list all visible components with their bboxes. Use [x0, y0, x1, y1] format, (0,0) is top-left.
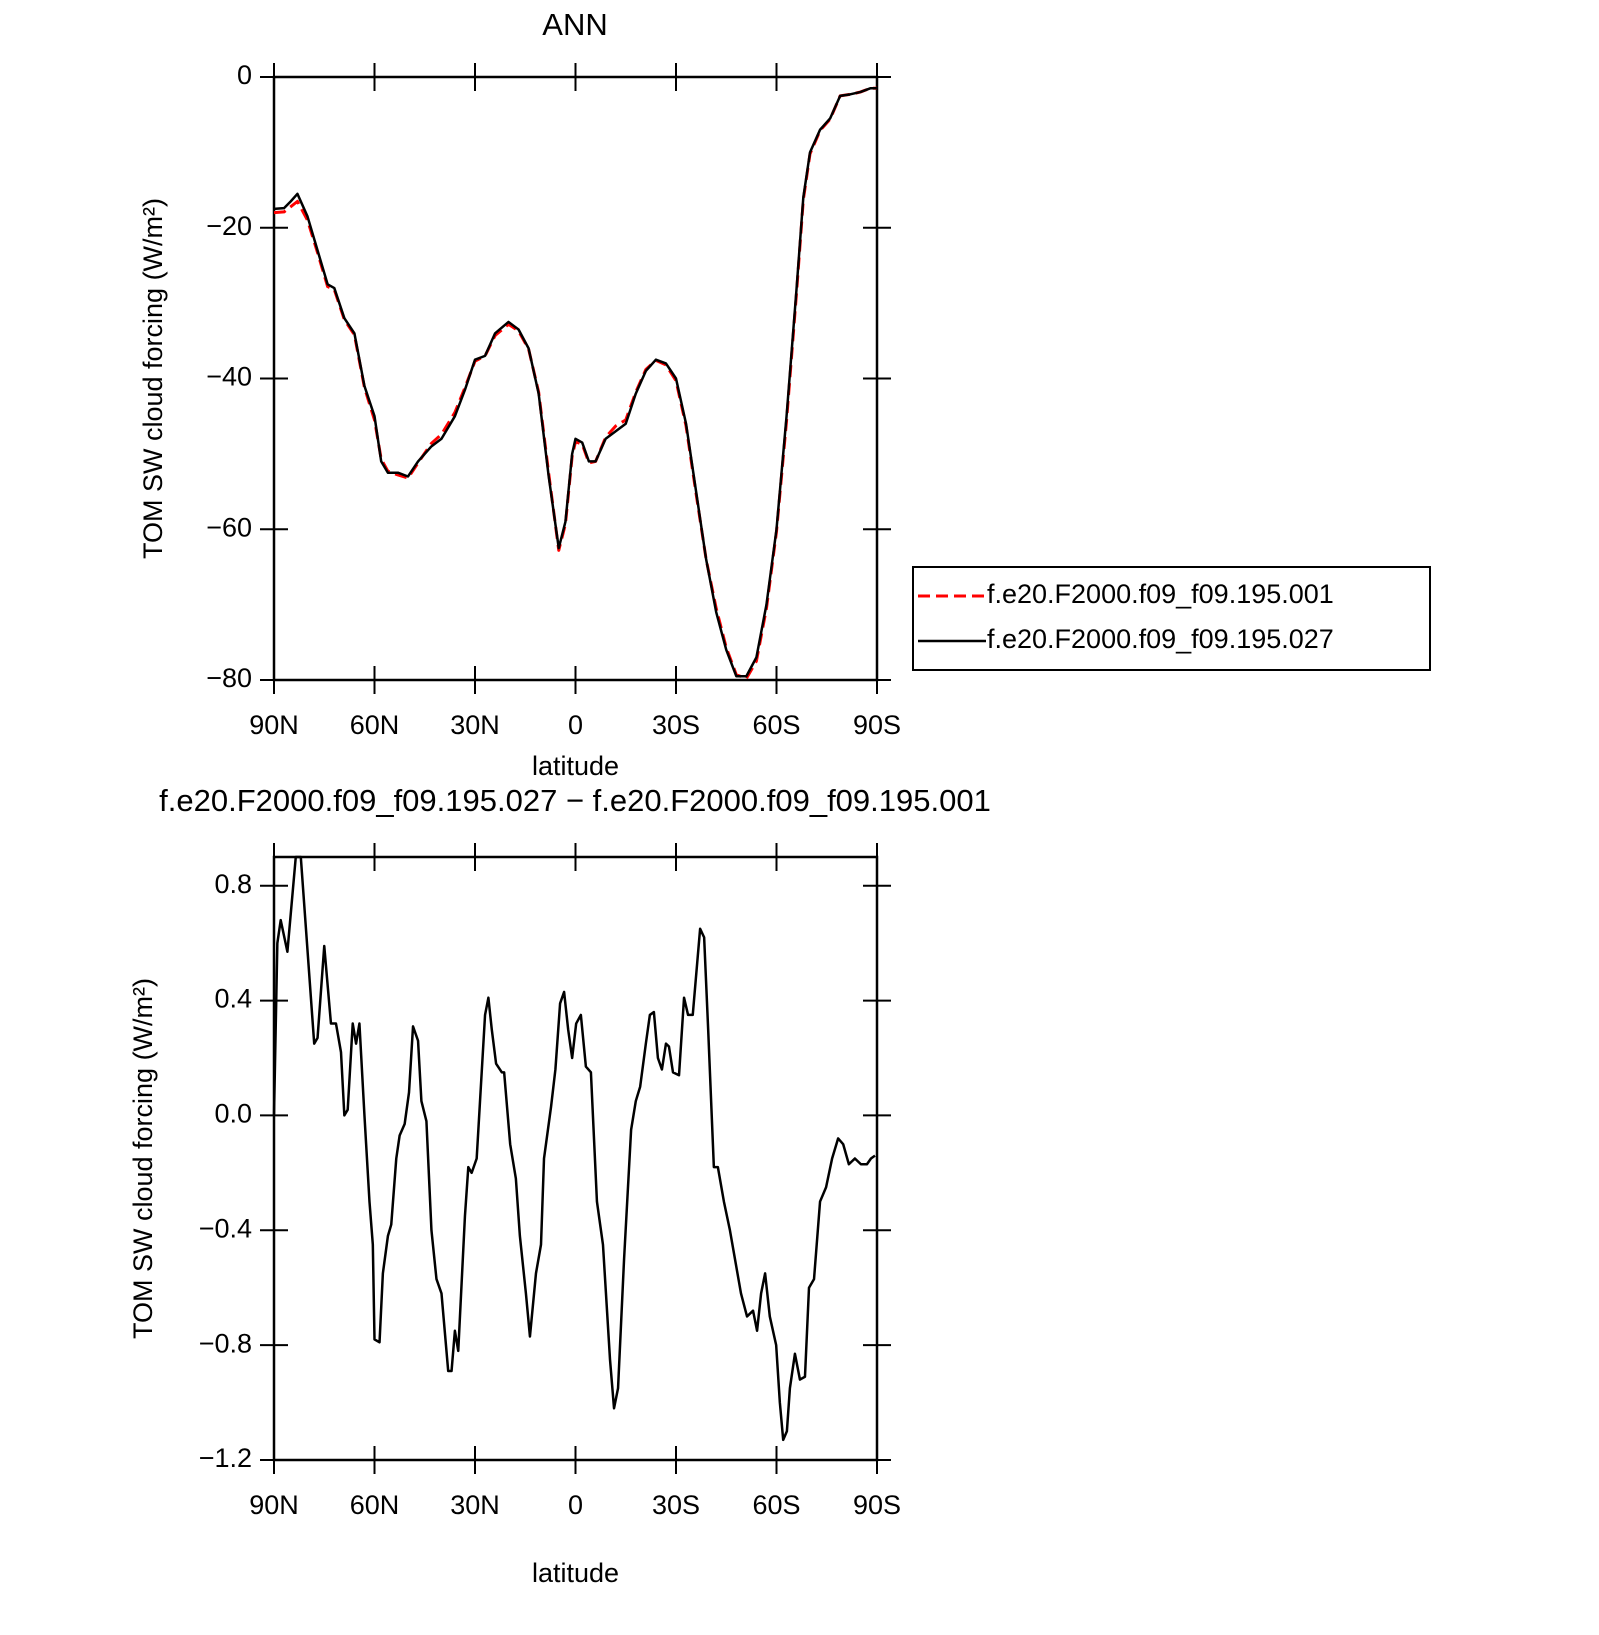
- y-tick-label: −0.4: [199, 1213, 252, 1243]
- x-axis-label: latitude: [532, 1558, 619, 1588]
- y-tick-label: −0.8: [199, 1328, 252, 1358]
- x-tick-label: 60N: [350, 1490, 400, 1520]
- x-tick-label: 0: [568, 1490, 583, 1520]
- x-axis-label: latitude: [532, 751, 619, 781]
- legend-label: f.e20.F2000.f09_f09.195.027: [987, 624, 1334, 654]
- y-tick-label: −80: [206, 663, 252, 693]
- x-tick-label: 30S: [652, 1490, 700, 1520]
- x-tick-label: 90S: [853, 1490, 901, 1520]
- x-tick-label: 90N: [249, 1490, 299, 1520]
- chart-title: f.e20.F2000.f09_f09.195.027 − f.e20.F200…: [159, 783, 991, 818]
- y-axis-label: TOM SW cloud forcing (W/m²): [128, 978, 158, 1339]
- x-tick-label: 30N: [450, 710, 500, 740]
- x-tick-label: 30N: [450, 1490, 500, 1520]
- y-tick-label: 0: [237, 60, 252, 90]
- x-tick-label: 60N: [350, 710, 400, 740]
- y-tick-label: 0.0: [214, 1099, 252, 1129]
- y-tick-label: −20: [206, 211, 252, 241]
- x-tick-label: 30S: [652, 710, 700, 740]
- y-tick-label: −40: [206, 362, 252, 392]
- y-tick-label: 0.8: [214, 869, 252, 899]
- legend-label: f.e20.F2000.f09_f09.195.001: [987, 579, 1334, 609]
- chart-title: ANN: [542, 7, 607, 42]
- legend-box: [912, 566, 1431, 671]
- x-tick-label: 60S: [752, 710, 800, 740]
- y-tick-label: 0.4: [214, 984, 252, 1014]
- y-axis-label: TOM SW cloud forcing (W/m²): [138, 198, 168, 559]
- plot-frame: [272, 75, 879, 682]
- x-tick-label: 0: [568, 710, 583, 740]
- y-tick-label: −60: [206, 512, 252, 542]
- x-tick-label: 90S: [853, 710, 901, 740]
- plot-frame: [272, 855, 879, 1462]
- data-line: [272, 855, 876, 1442]
- x-tick-label: 90N: [249, 710, 299, 740]
- x-tick-label: 60S: [752, 1490, 800, 1520]
- y-tick-label: −1.2: [199, 1443, 252, 1473]
- data-line: [273, 87, 877, 678]
